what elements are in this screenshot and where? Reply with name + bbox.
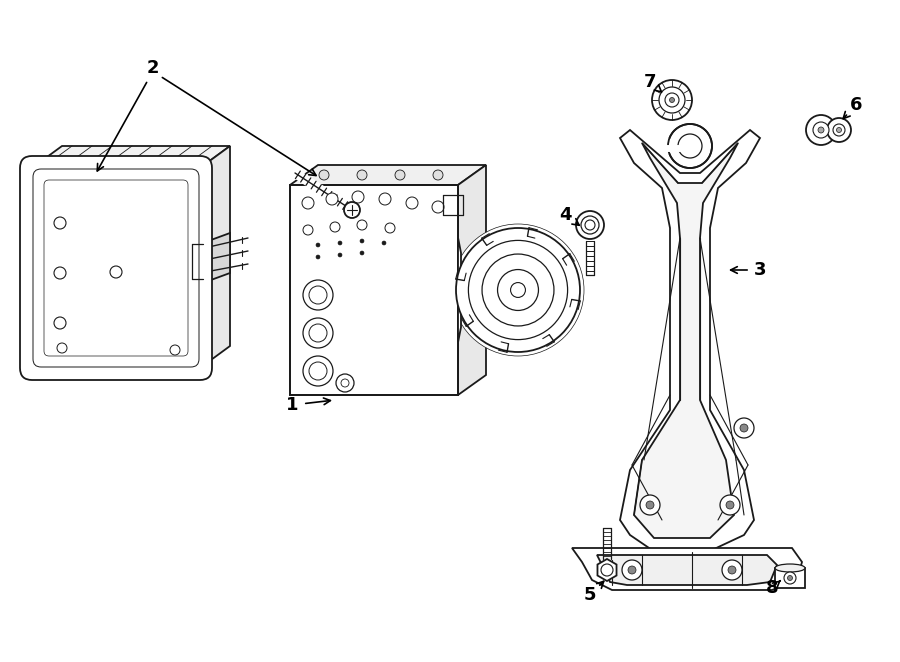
Circle shape [601,564,613,576]
Circle shape [498,269,538,310]
Circle shape [665,93,679,107]
Circle shape [309,286,327,304]
Polygon shape [458,238,461,342]
Circle shape [344,202,360,218]
Circle shape [357,170,367,180]
Circle shape [319,170,329,180]
Circle shape [818,127,824,133]
Circle shape [170,345,180,355]
Circle shape [54,217,66,229]
Circle shape [678,134,702,158]
Circle shape [452,224,584,356]
Text: 3: 3 [754,261,766,279]
Circle shape [728,566,736,574]
Circle shape [510,283,526,297]
Circle shape [316,255,320,259]
Circle shape [395,170,405,180]
Circle shape [385,223,395,233]
Polygon shape [200,146,230,368]
Polygon shape [572,548,802,590]
Text: 7: 7 [644,73,656,91]
Circle shape [670,97,674,103]
Circle shape [302,197,314,209]
Circle shape [585,220,595,230]
Circle shape [382,241,386,245]
Circle shape [379,193,391,205]
Circle shape [722,560,742,580]
Circle shape [341,379,349,387]
Circle shape [456,228,580,352]
Circle shape [813,122,829,138]
Circle shape [336,374,354,392]
Circle shape [734,418,754,438]
Circle shape [432,201,444,213]
Circle shape [652,80,692,120]
Circle shape [360,239,364,243]
Circle shape [784,572,796,584]
Circle shape [357,220,367,230]
Circle shape [740,424,748,432]
Ellipse shape [775,564,805,572]
Circle shape [326,193,338,205]
Circle shape [330,222,340,232]
Circle shape [622,560,642,580]
Circle shape [352,191,364,203]
Circle shape [309,362,327,380]
Circle shape [833,124,845,136]
Polygon shape [597,555,777,585]
Circle shape [827,118,851,142]
Circle shape [659,87,685,113]
Polygon shape [290,185,458,395]
Text: 1: 1 [286,396,298,414]
Text: 4: 4 [559,206,572,224]
Circle shape [54,317,66,329]
Circle shape [54,267,66,279]
Text: 2: 2 [147,59,159,77]
Circle shape [806,115,836,145]
Circle shape [406,197,418,209]
Circle shape [303,225,313,235]
Text: 6: 6 [850,96,862,114]
Circle shape [788,575,793,581]
Text: 8: 8 [766,579,778,597]
Polygon shape [598,559,616,581]
Circle shape [668,124,712,168]
Circle shape [576,211,604,239]
Polygon shape [458,165,486,395]
Polygon shape [290,165,486,185]
Circle shape [581,216,599,234]
Polygon shape [634,143,738,538]
Bar [775,568,805,588]
Circle shape [640,495,660,515]
Polygon shape [32,146,230,168]
Circle shape [57,343,67,353]
Circle shape [110,266,122,278]
Circle shape [309,324,327,342]
Circle shape [303,318,333,348]
Circle shape [433,170,443,180]
Circle shape [338,241,342,245]
Circle shape [726,501,734,509]
Circle shape [303,280,333,310]
Circle shape [303,356,333,386]
Polygon shape [200,233,230,284]
Circle shape [628,566,636,574]
Circle shape [338,253,342,257]
Polygon shape [620,130,760,550]
FancyBboxPatch shape [20,156,212,380]
Text: 5: 5 [584,586,596,604]
Circle shape [316,243,320,247]
Circle shape [360,251,364,255]
Circle shape [836,128,842,132]
Circle shape [646,501,654,509]
Circle shape [468,240,568,340]
Circle shape [482,254,554,326]
Circle shape [720,495,740,515]
